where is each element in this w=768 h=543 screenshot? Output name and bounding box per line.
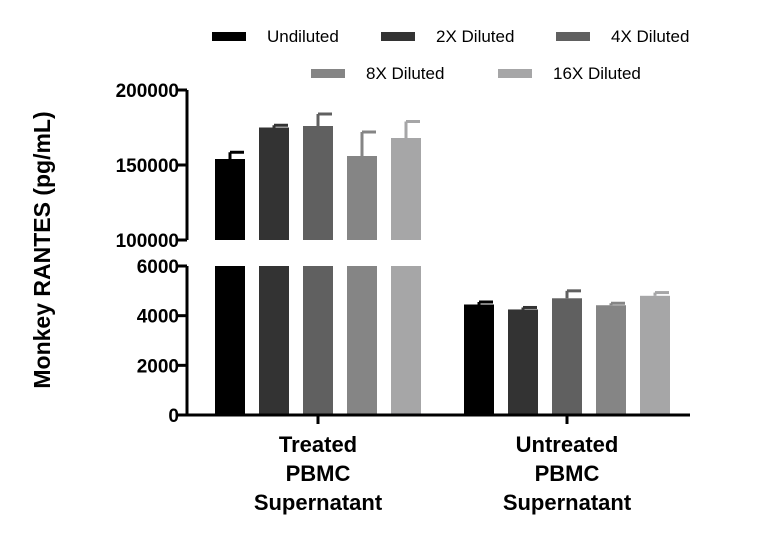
bar: [596, 305, 626, 415]
legend-swatch: [556, 32, 590, 41]
bar: [215, 266, 245, 415]
x-category-labels: Treated PBMC Supernatant Untreated PBMC Super…: [254, 432, 632, 515]
legend-label: 4X Diluted: [611, 27, 689, 46]
bar: [552, 298, 582, 415]
y-axis-title: Monkey RANTES (pg/mL): [29, 111, 55, 388]
x-category-label: Supernatant: [254, 490, 383, 515]
legend-swatch: [381, 32, 415, 41]
x-category-label: Supernatant: [503, 490, 632, 515]
y-tick-labels: 0 2000 4000 6000 100000 150000 200000: [116, 81, 179, 427]
bar: [464, 304, 494, 415]
y-tick-label: 6000: [137, 257, 179, 278]
y-tick-label: 200000: [116, 81, 179, 102]
y-tick-label: 4000: [137, 307, 179, 328]
y-tick-label: 0: [168, 406, 179, 427]
bar: [259, 127, 289, 240]
bar: [347, 266, 377, 415]
bar: [259, 266, 289, 415]
x-category-label: PBMC: [286, 461, 351, 486]
legend-label: Undiluted: [267, 27, 339, 46]
x-category-label: Treated: [279, 432, 357, 457]
axes: [178, 88, 690, 424]
legend-swatch: [212, 32, 246, 41]
legend-swatch: [311, 69, 345, 78]
bar: [303, 266, 333, 415]
bar: [391, 138, 421, 240]
legend: Undiluted 2X Diluted 4X Diluted 8X Diluted 1…: [212, 27, 689, 83]
bars: [215, 112, 670, 415]
bar: [303, 126, 333, 240]
bar: [215, 159, 245, 240]
y-tick-label: 2000: [137, 356, 179, 377]
legend-label: 16X Diluted: [553, 64, 641, 83]
bar: [391, 266, 421, 415]
x-category-label: Untreated: [516, 432, 619, 457]
x-category-label: PBMC: [535, 461, 600, 486]
bar: [508, 309, 538, 415]
legend-label: 8X Diluted: [366, 64, 444, 83]
bar: [640, 295, 670, 415]
legend-label: 2X Diluted: [436, 27, 514, 46]
y-tick-label: 150000: [116, 156, 179, 177]
legend-swatch: [498, 69, 532, 78]
y-tick-label: 100000: [116, 231, 179, 252]
bar: [347, 156, 377, 240]
